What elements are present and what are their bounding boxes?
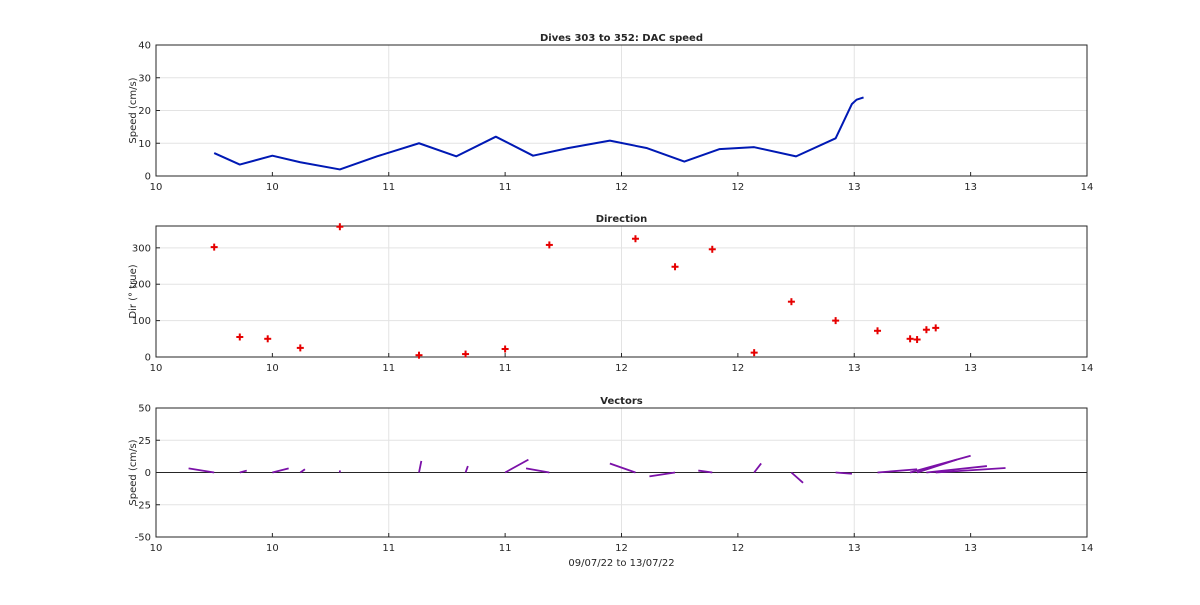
vectors-vector bbox=[916, 458, 957, 474]
vectors-vector bbox=[649, 471, 676, 478]
direction-point bbox=[906, 335, 914, 343]
speed-x-tick-label: 14 bbox=[1081, 182, 1094, 193]
direction-point bbox=[415, 351, 423, 359]
direction-point bbox=[545, 241, 553, 249]
vectors-x-tick-label: 10 bbox=[150, 543, 163, 554]
speed-x-tick-label: 11 bbox=[382, 182, 395, 193]
speed-series-line bbox=[213, 96, 864, 171]
vectors-x-tick-label: 10 bbox=[266, 543, 279, 554]
direction-y-tick-label: 100 bbox=[132, 316, 151, 327]
speed-y-tick-label: 20 bbox=[138, 106, 151, 117]
vectors-x-tick-label: 14 bbox=[1081, 543, 1094, 554]
vectors-vector bbox=[926, 465, 988, 474]
direction-point bbox=[210, 243, 218, 251]
speed-title: Dives 303 to 352: DAC speed bbox=[540, 33, 703, 44]
direction-x-tick-label: 10 bbox=[150, 363, 163, 374]
vectors-vector bbox=[504, 458, 529, 474]
vectors-y-tick-label: 50 bbox=[138, 404, 151, 415]
direction-point bbox=[336, 223, 344, 231]
vectors-vector bbox=[272, 467, 289, 474]
vectors-vector bbox=[299, 468, 306, 474]
vectors-x-tick-label: 12 bbox=[615, 543, 628, 554]
vectors-panel: 10 10 11 11 12 12 13 13 14 -50 -25 0 25 50 Vectors Spee… bbox=[128, 396, 1093, 569]
speed-x-tick-label: 13 bbox=[964, 182, 977, 193]
vectors-x-label: 09/07/22 to 13/07/22 bbox=[568, 558, 674, 569]
vectors-x-tick-label: 11 bbox=[499, 543, 512, 554]
direction-point bbox=[671, 263, 679, 271]
direction-x-tick-label: 13 bbox=[848, 363, 861, 374]
direction-point bbox=[708, 245, 716, 253]
vectors-vector bbox=[525, 467, 550, 474]
direction-point bbox=[874, 327, 882, 335]
direction-y-tick-label: 200 bbox=[132, 280, 151, 291]
direction-point bbox=[922, 326, 930, 334]
direction-point bbox=[296, 344, 304, 352]
direction-point bbox=[932, 324, 940, 332]
direction-y-label: Dir (° true) bbox=[128, 264, 139, 318]
direction-point bbox=[913, 336, 921, 344]
vectors-vector bbox=[464, 465, 469, 473]
vectors-vector bbox=[239, 469, 248, 474]
direction-x-tick-label: 11 bbox=[382, 363, 395, 374]
direction-point bbox=[787, 298, 795, 306]
direction-y-tick-label: 0 bbox=[145, 353, 151, 364]
vectors-vector bbox=[418, 460, 423, 473]
direction-y-tick-label: 300 bbox=[132, 243, 151, 254]
direction-point bbox=[462, 350, 470, 358]
direction-point bbox=[264, 335, 272, 343]
direction-point bbox=[501, 345, 509, 353]
speed-x-tick-label: 10 bbox=[266, 182, 279, 193]
vectors-y-tick-label: 0 bbox=[145, 468, 151, 479]
speed-y-tick-label: 40 bbox=[138, 41, 151, 52]
vectors-x-tick-label: 13 bbox=[848, 543, 861, 554]
direction-x-tick-label: 11 bbox=[499, 363, 512, 374]
vectors-x-tick-label: 12 bbox=[732, 543, 745, 554]
vectors-vector bbox=[790, 471, 804, 484]
direction-x-tick-label: 12 bbox=[732, 363, 745, 374]
direction-x-tick-label: 14 bbox=[1081, 363, 1094, 374]
direction-title: Direction bbox=[596, 214, 648, 225]
speed-x-tick-label: 13 bbox=[848, 182, 861, 193]
vectors-vector bbox=[877, 468, 918, 474]
speed-y-label: Speed (cm/s) bbox=[128, 77, 139, 143]
vectors-vector bbox=[609, 462, 636, 474]
speed-x-tick-label: 10 bbox=[150, 182, 163, 193]
speed-x-tick-label: 11 bbox=[499, 182, 512, 193]
vectors-vector bbox=[698, 469, 713, 474]
vectors-y-label: Speed (cm/s) bbox=[128, 439, 139, 505]
vectors-x-tick-label: 11 bbox=[382, 543, 395, 554]
direction-x-tick-label: 12 bbox=[615, 363, 628, 374]
vectors-vector bbox=[753, 462, 762, 474]
direction-x-tick-label: 10 bbox=[266, 363, 279, 374]
vectors-vector bbox=[188, 467, 215, 474]
vectors-x-tick-label: 13 bbox=[964, 543, 977, 554]
vectors-y-tick-label: 25 bbox=[138, 436, 151, 447]
direction-point bbox=[832, 317, 840, 325]
direction-x-tick-label: 13 bbox=[964, 363, 977, 374]
direction-point bbox=[750, 349, 758, 357]
speed-y-tick-label: 10 bbox=[138, 139, 151, 150]
direction-panel: 10 10 11 11 12 12 13 13 14 0 100 200 300 Direction Dir… bbox=[128, 214, 1093, 374]
speed-y-tick-label: 0 bbox=[145, 172, 151, 183]
vectors-title: Vectors bbox=[600, 396, 642, 407]
speed-x-tick-label: 12 bbox=[732, 182, 745, 193]
vectors-vector bbox=[835, 471, 852, 475]
direction-point bbox=[631, 235, 639, 243]
vectors-y-tick-label: -25 bbox=[135, 500, 151, 511]
vectors-y-tick-label: -50 bbox=[135, 533, 151, 544]
speed-y-tick-label: 30 bbox=[138, 73, 151, 84]
vectors-vector bbox=[935, 467, 1006, 474]
direction-point bbox=[236, 333, 244, 341]
speed-x-tick-label: 12 bbox=[615, 182, 628, 193]
